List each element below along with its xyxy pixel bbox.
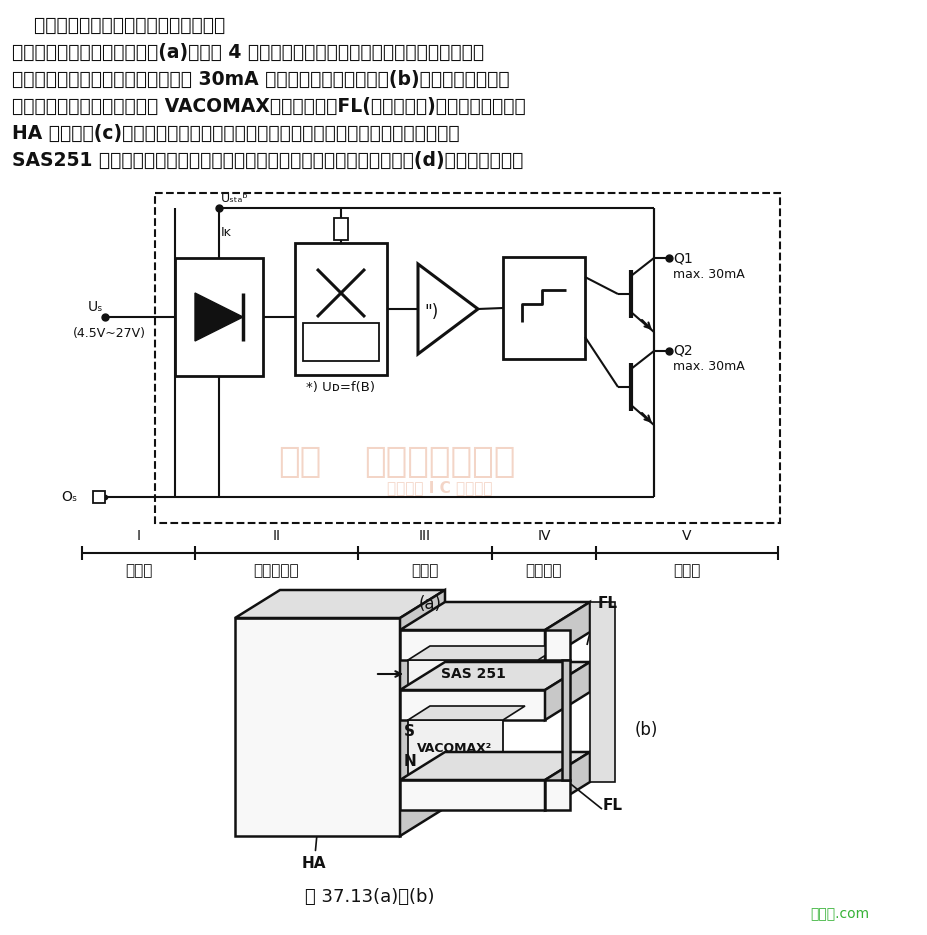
Text: (b): (b) (634, 721, 657, 739)
Polygon shape (195, 293, 243, 341)
Text: 霍尔发送器: 霍尔发送器 (253, 563, 299, 578)
Bar (502, 257, 584, 359)
Bar (155, 193, 780, 523)
Text: max. 30mA: max. 30mA (672, 361, 744, 373)
Polygon shape (400, 752, 590, 780)
Text: "): ") (424, 303, 438, 321)
Polygon shape (408, 646, 559, 660)
Text: SAS 251: SAS 251 (440, 667, 505, 681)
Text: 开关速度高等一系列优点。图(a)电路为 4 端无触点磁控开关组件，包括稳压器、霍尔发送: 开关速度高等一系列优点。图(a)电路为 4 端无触点磁控开关组件，包括稳压器、霍… (12, 43, 484, 62)
Text: 无触点电子开关具有无磨损、抗腐蚀、: 无触点电子开关具有无磨损、抗腐蚀、 (22, 16, 225, 35)
Polygon shape (400, 590, 445, 836)
Text: (4.5V~27V): (4.5V~27V) (73, 327, 146, 340)
Text: I: I (136, 529, 140, 543)
Text: III: III (419, 529, 430, 543)
Text: 接线图.com: 接线图.com (809, 907, 869, 921)
Polygon shape (408, 720, 502, 778)
Text: 阈値开关: 阈値开关 (526, 563, 562, 578)
Text: FL: FL (603, 798, 622, 813)
Polygon shape (235, 590, 445, 618)
Text: 输出级: 输出级 (673, 563, 700, 578)
Text: Q1: Q1 (672, 251, 692, 265)
Polygon shape (408, 706, 525, 720)
Text: SAS251 闭合。磁感应增大超过接通磁感应，接通输出电路。反之，如图(d)所示缝隙处有铁: SAS251 闭合。磁感应增大超过接通磁感应，接通输出电路。反之，如图(d)所示… (12, 151, 523, 170)
Polygon shape (408, 660, 538, 688)
Text: max. 30mA: max. 30mA (672, 267, 744, 280)
Text: Oₛ: Oₛ (61, 490, 77, 504)
Bar (303, 323, 378, 361)
Text: VACOMAX²: VACOMAX² (417, 742, 492, 755)
Bar (334, 218, 348, 240)
Bar (175, 258, 262, 376)
Polygon shape (544, 780, 569, 810)
Text: 图 37.13(a)、(b): 图 37.13(a)、(b) (305, 888, 434, 906)
Polygon shape (417, 264, 477, 354)
Polygon shape (544, 630, 569, 660)
Text: 器、放大器、施密特触发器以及两个 30mA 集电极开路的输出级。图(b)示出磁控开关的机: 器、放大器、施密特触发器以及两个 30mA 集电极开路的输出级。图(b)示出磁控… (12, 70, 509, 89)
Polygon shape (400, 690, 544, 720)
Polygon shape (400, 662, 590, 690)
Polygon shape (400, 602, 590, 630)
Polygon shape (544, 662, 590, 720)
Text: S: S (403, 725, 414, 740)
Text: *) Uᴅ=f(B): *) Uᴅ=f(B) (306, 381, 375, 394)
Text: FL: FL (597, 597, 617, 611)
Text: N: N (403, 755, 416, 770)
Polygon shape (544, 602, 590, 660)
Text: Q2: Q2 (672, 344, 692, 358)
Text: Uₛₜₐᵇ: Uₛₜₐᵇ (221, 192, 248, 205)
Polygon shape (400, 780, 544, 810)
Text: 杭州: 杭州 (278, 445, 322, 479)
Text: 稳压器: 稳压器 (124, 563, 152, 578)
Text: 放大器: 放大器 (411, 563, 438, 578)
Text: Uₛ: Uₛ (87, 300, 103, 314)
Bar (295, 243, 387, 375)
Text: 缝库电子市场网: 缝库电子市场网 (364, 445, 515, 479)
Polygon shape (400, 630, 544, 660)
Text: HA: HA (301, 837, 326, 871)
Text: 械结构，由立方形的永久磁铁 VACOMAX、两个导电块FL(由软铁制成)和一个非磁性支架: 械结构，由立方形的永久磁铁 VACOMAX、两个导电块FL(由软铁制成)和一个非… (12, 97, 526, 116)
Text: V: V (681, 529, 691, 543)
Text: (a): (a) (418, 595, 441, 613)
Bar (93, 491, 105, 503)
Polygon shape (590, 602, 615, 782)
Polygon shape (544, 752, 590, 810)
Text: HA 组成。图(c)示出盒内缝隙处无铁杆时的磁力线路径，即通过上软铁和霍尔发送器: HA 组成。图(c)示出盒内缝隙处无铁杆时的磁力线路径，即通过上软铁和霍尔发送器 (12, 124, 459, 143)
Text: 全球最大 I C 采购网站: 全球最大 I C 采购网站 (387, 481, 492, 496)
Text: IV: IV (537, 529, 550, 543)
Text: II: II (273, 529, 280, 543)
Polygon shape (562, 660, 569, 780)
Text: Iᴋ: Iᴋ (221, 226, 232, 239)
Polygon shape (235, 618, 400, 836)
